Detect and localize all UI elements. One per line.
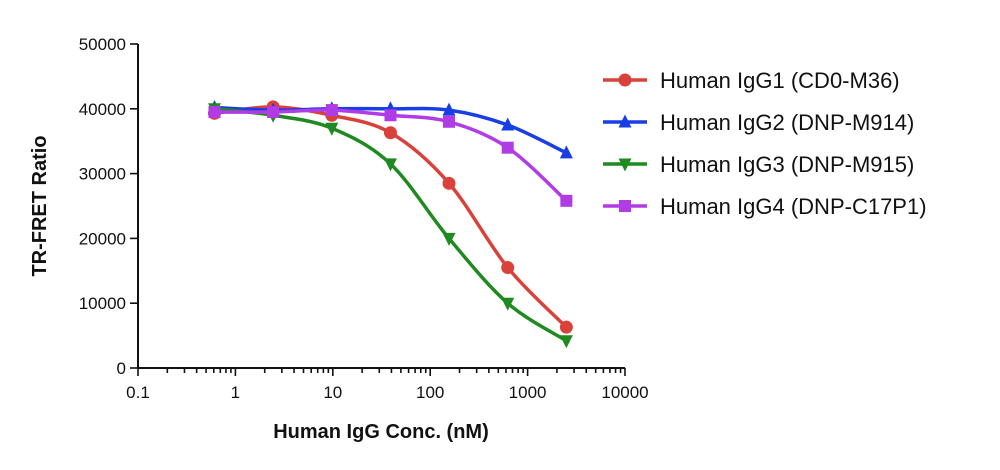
data-point xyxy=(501,261,515,275)
data-point xyxy=(559,145,573,159)
x-tick-label: 1000 xyxy=(509,383,547,402)
y-tick-label: 40000 xyxy=(79,100,126,119)
y-tick-label: 50000 xyxy=(79,35,126,54)
data-point xyxy=(325,104,338,117)
data-point xyxy=(559,320,573,334)
legend-marker xyxy=(618,73,632,87)
x-tick-label: 0.1 xyxy=(126,383,150,402)
legend-item: Human IgG3 (DNP-M915) xyxy=(603,152,914,177)
data-point xyxy=(325,122,339,136)
y-axis-title: TR-FRET Ratio xyxy=(29,135,51,276)
data-point xyxy=(501,117,515,131)
data-point xyxy=(560,194,573,207)
legend-label: Human IgG2 (DNP-M914) xyxy=(660,110,914,135)
y-tick-label: 30000 xyxy=(79,165,126,184)
data-point xyxy=(443,115,456,128)
legend-item: Human IgG1 (CD0-M36) xyxy=(603,68,900,93)
series-1 xyxy=(207,100,573,334)
data-point xyxy=(501,297,515,311)
legend-label: Human IgG1 (CD0-M36) xyxy=(660,68,900,93)
x-ticks: 0.1 1 10 100 1000 10000 xyxy=(126,368,649,402)
series-layer xyxy=(207,100,573,349)
y-ticks: 0 10000 20000 30000 40000 50000 xyxy=(79,35,138,378)
data-point xyxy=(442,232,456,246)
data-point xyxy=(384,109,397,122)
legend-label: Human IgG3 (DNP-M915) xyxy=(660,152,914,177)
x-tick-label: 10 xyxy=(323,383,342,402)
legend-marker xyxy=(618,114,632,128)
legend-label: Human IgG4 (DNP-C17P1) xyxy=(660,194,927,219)
legend-marker xyxy=(618,158,632,172)
series-4 xyxy=(208,104,573,207)
data-point xyxy=(442,102,456,116)
data-point xyxy=(383,158,397,172)
series-line xyxy=(212,108,569,203)
legend-item: Human IgG2 (DNP-M914) xyxy=(603,110,914,135)
y-tick-label: 20000 xyxy=(79,229,126,248)
legend-marker xyxy=(619,200,631,212)
series-line xyxy=(212,105,569,329)
data-point xyxy=(383,126,397,140)
x-tick-label: 1 xyxy=(231,383,240,402)
x-tick-label: 10000 xyxy=(601,383,648,402)
data-point xyxy=(559,335,573,349)
data-point xyxy=(208,106,221,119)
series-3 xyxy=(207,103,573,349)
x-axis-title: Human IgG Conc. (nM) xyxy=(273,421,489,443)
axes xyxy=(137,44,625,369)
y-tick-label: 10000 xyxy=(79,294,126,313)
data-point xyxy=(267,106,280,119)
y-tick-label: 0 xyxy=(117,359,126,378)
data-point xyxy=(442,176,456,190)
data-point xyxy=(501,141,514,154)
legend: Human IgG1 (CD0-M36) Human IgG2 (DNP-M914… xyxy=(603,68,927,219)
x-tick-label: 100 xyxy=(416,383,444,402)
legend-item: Human IgG4 (DNP-C17P1) xyxy=(603,194,927,219)
